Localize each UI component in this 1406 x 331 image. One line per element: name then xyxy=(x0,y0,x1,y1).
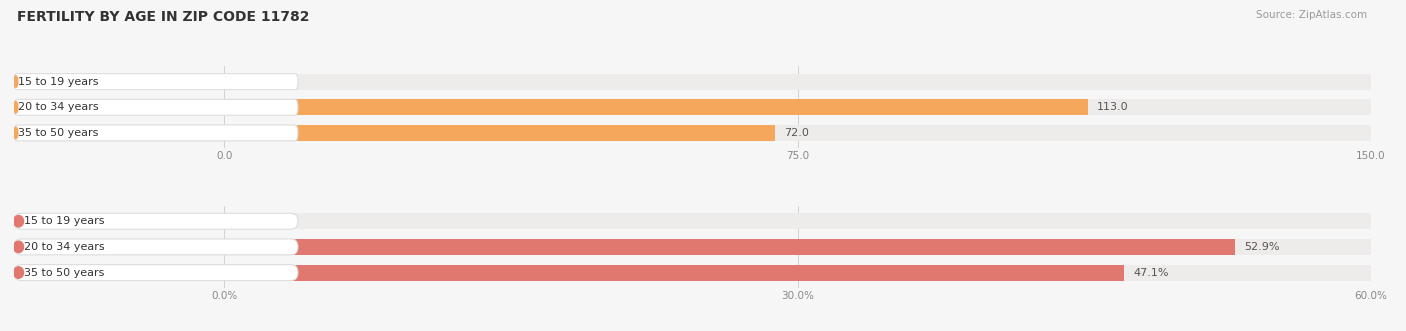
Text: 0.0: 0.0 xyxy=(233,76,252,87)
FancyBboxPatch shape xyxy=(14,73,298,90)
Text: 52.9%: 52.9% xyxy=(1244,242,1279,252)
Text: 47.1%: 47.1% xyxy=(1133,267,1168,278)
Circle shape xyxy=(14,127,18,139)
FancyBboxPatch shape xyxy=(14,99,298,115)
Circle shape xyxy=(14,215,24,227)
Bar xyxy=(225,125,775,141)
Text: 72.0: 72.0 xyxy=(785,128,808,138)
Text: 20 to 34 years: 20 to 34 years xyxy=(24,242,104,252)
Circle shape xyxy=(14,102,18,113)
Text: Source: ZipAtlas.com: Source: ZipAtlas.com xyxy=(1256,10,1367,20)
Bar xyxy=(225,73,1371,90)
Circle shape xyxy=(14,76,18,87)
Bar xyxy=(225,239,1236,255)
Text: 0.0%: 0.0% xyxy=(233,216,262,226)
FancyBboxPatch shape xyxy=(14,213,298,229)
Circle shape xyxy=(14,267,24,278)
Text: 15 to 19 years: 15 to 19 years xyxy=(18,76,98,87)
Text: 20 to 34 years: 20 to 34 years xyxy=(18,102,98,112)
Bar xyxy=(225,264,1371,281)
FancyBboxPatch shape xyxy=(14,264,298,281)
Bar xyxy=(225,239,1371,255)
Text: 35 to 50 years: 35 to 50 years xyxy=(18,128,98,138)
Bar xyxy=(225,264,1125,281)
FancyBboxPatch shape xyxy=(14,125,298,141)
Text: 15 to 19 years: 15 to 19 years xyxy=(24,216,104,226)
Bar xyxy=(225,99,1088,115)
Text: 113.0: 113.0 xyxy=(1097,102,1129,112)
Text: 35 to 50 years: 35 to 50 years xyxy=(24,267,104,278)
Bar xyxy=(225,125,1371,141)
FancyBboxPatch shape xyxy=(14,239,298,255)
Circle shape xyxy=(14,241,24,253)
Bar xyxy=(225,99,1371,115)
Bar xyxy=(225,213,1371,229)
Text: FERTILITY BY AGE IN ZIP CODE 11782: FERTILITY BY AGE IN ZIP CODE 11782 xyxy=(17,10,309,24)
